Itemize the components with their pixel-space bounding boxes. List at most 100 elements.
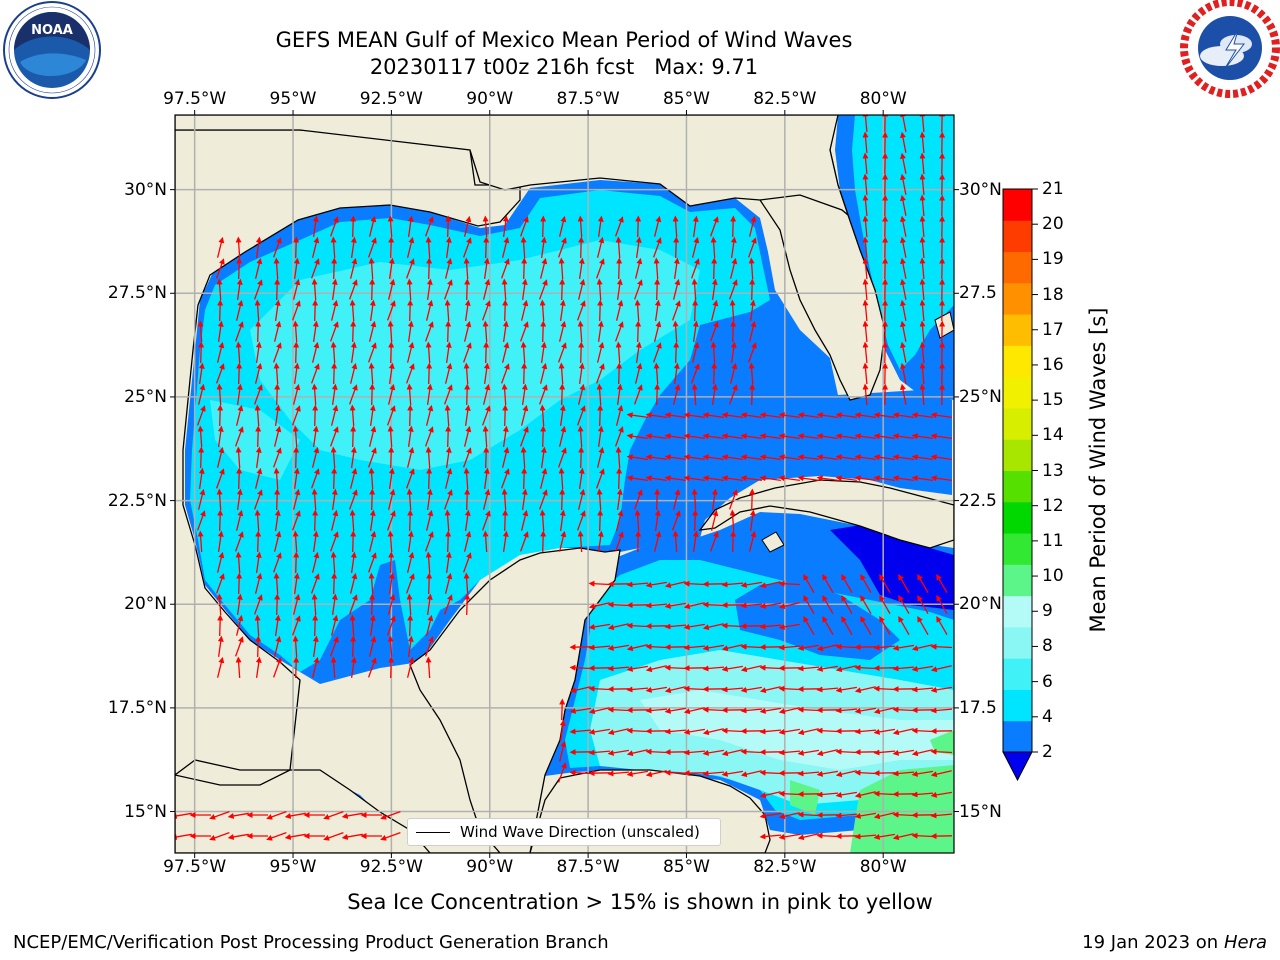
colorbar-segment	[1003, 282, 1032, 315]
wind-wave-arrow	[424, 426, 434, 447]
wind-wave-arrow	[217, 614, 224, 637]
wind-wave-arrow	[482, 488, 491, 510]
wind-wave-arrow	[463, 257, 470, 280]
wind-wave-arrow	[273, 572, 280, 595]
wind-wave-arrow	[740, 770, 762, 778]
wind-wave-arrow	[740, 475, 762, 482]
wind-wave-arrow	[683, 685, 706, 692]
wind-wave-arrow	[387, 530, 394, 553]
wind-wave-arrow	[841, 615, 853, 636]
wind-wave-arrow	[671, 510, 681, 531]
wind-wave-arrow	[255, 236, 262, 258]
wind-wave-arrow	[464, 509, 471, 531]
wind-wave-arrow	[596, 383, 603, 406]
wind-wave-arrow	[607, 644, 630, 651]
colorbar-segment	[1003, 345, 1032, 378]
wind-wave-arrow	[597, 404, 604, 427]
wind-wave-arrow	[463, 467, 470, 490]
wind-wave-arrow	[597, 299, 604, 322]
wind-wave-arrow	[502, 509, 509, 532]
wind-wave-arrow	[254, 614, 261, 637]
wind-wave-arrow	[310, 573, 320, 594]
wind-wave-arrow	[424, 216, 434, 237]
wind-wave-arrow	[797, 706, 820, 713]
wind-wave-arrow	[692, 530, 699, 552]
wind-wave-arrow	[311, 383, 318, 406]
wind-wave-arrow	[368, 362, 375, 385]
wind-wave-arrow	[588, 602, 610, 610]
wind-wave-arrow	[426, 572, 433, 595]
wind-wave-arrow	[595, 258, 605, 279]
colorbar-tick-label: 13	[1042, 460, 1064, 481]
wind-wave-arrow	[577, 383, 586, 405]
wind-wave-arrow	[740, 643, 763, 650]
wind-wave-arrow	[879, 573, 891, 594]
wind-wave-arrow	[272, 237, 282, 258]
wind-wave-arrow	[350, 551, 357, 573]
colorbar-tick-label: 15	[1042, 390, 1064, 411]
wind-wave-arrow	[501, 341, 510, 363]
wind-wave-arrow	[654, 278, 661, 301]
wind-wave-arrow	[673, 236, 680, 259]
tick-label: 90°W	[466, 89, 514, 109]
wind-wave-arrow	[664, 412, 686, 419]
wind-wave-arrow	[331, 383, 338, 405]
wind-wave-arrow	[559, 383, 566, 406]
colorbar	[1002, 188, 1038, 782]
wind-wave-arrow	[596, 278, 603, 301]
wind-wave-arrow	[854, 812, 877, 819]
wind-wave-arrow	[387, 320, 394, 343]
wind-wave-arrow	[654, 509, 661, 531]
wind-wave-arrow	[740, 454, 762, 461]
wind-wave-arrow	[388, 656, 395, 679]
wind-wave-arrow	[445, 320, 452, 343]
wind-wave-arrow	[197, 425, 204, 448]
wind-wave-arrow	[293, 551, 300, 574]
wind-wave-arrow	[930, 791, 953, 798]
wind-wave-arrow	[311, 446, 320, 468]
wind-wave-arrow	[284, 833, 306, 840]
wind-wave-arrow	[273, 530, 282, 552]
wind-wave-arrow	[576, 510, 586, 531]
colorbar-label: Mean Period of Wind Waves [s]	[1086, 307, 1110, 633]
wind-wave-arrow	[664, 769, 687, 776]
wind-wave-arrow	[778, 833, 801, 840]
wind-wave-arrow	[835, 412, 857, 419]
wind-wave-arrow	[691, 488, 698, 511]
wind-wave-arrow	[672, 215, 679, 238]
wind-wave-arrow	[349, 362, 358, 384]
wind-wave-arrow	[367, 342, 377, 363]
wind-wave-arrows	[175, 115, 953, 841]
wind-wave-arrow	[919, 299, 926, 322]
wind-wave-arrow	[653, 362, 660, 385]
wind-wave-arrow	[502, 425, 509, 447]
wind-wave-arrow	[501, 278, 508, 301]
wind-wave-arrow	[292, 488, 301, 510]
wind-wave-arrow	[388, 446, 395, 469]
wind-wave-arrow	[254, 509, 261, 532]
wind-wave-arrow	[728, 279, 738, 300]
wind-wave-arrow	[234, 531, 244, 552]
wind-wave-arrow	[879, 594, 891, 615]
wind-wave-arrow	[835, 475, 857, 482]
colorbar-segment	[1003, 720, 1032, 753]
wind-wave-arrow	[502, 404, 509, 427]
wind-wave-arrow	[424, 321, 434, 342]
wind-wave-arrow	[900, 236, 907, 258]
wind-wave-arrow	[274, 509, 281, 531]
wind-wave-arrow	[710, 341, 717, 364]
wind-wave-arrow	[797, 644, 820, 651]
legend-line-sample	[416, 831, 450, 833]
wind-wave-arrow	[835, 770, 857, 778]
wind-wave-arrow	[569, 707, 592, 714]
wind-wave-arrow	[730, 215, 737, 238]
wind-wave-arrow	[538, 489, 548, 510]
wind-wave-arrow	[900, 362, 907, 384]
wind-wave-arrow	[930, 412, 952, 419]
wind-wave-arrow	[607, 770, 630, 777]
wind-wave-arrow	[426, 488, 433, 510]
wind-wave-arrow	[349, 404, 356, 427]
wind-wave-arrow	[520, 404, 529, 426]
wind-wave-arrow	[482, 383, 491, 405]
wind-wave-arrow	[501, 236, 510, 258]
